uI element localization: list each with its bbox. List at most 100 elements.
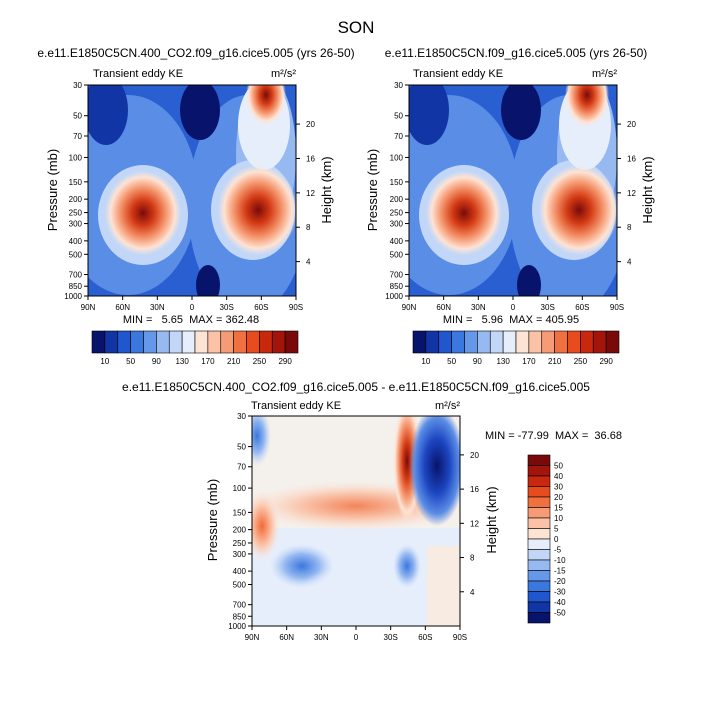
y-tick-label: 100	[69, 153, 83, 162]
panel-1: e.e11.E1850C5CN.400_CO2.f09_g16.cice5.00…	[37, 46, 354, 366]
x-tick-label: 60N	[436, 303, 451, 312]
contour-field	[88, 85, 296, 296]
x-tick-label: 30N	[314, 633, 329, 642]
colorbar-swatch	[527, 528, 551, 540]
panel-subtitle: Transient eddy KE	[93, 68, 183, 80]
colorbar-label: 290	[278, 357, 292, 366]
colorbar-label: 250	[253, 357, 267, 366]
y-tick-label: 700	[69, 271, 83, 280]
y2-axis-label: Height (km)	[484, 486, 499, 553]
colorbar-swatch	[528, 330, 543, 354]
colorbar-swatch	[489, 330, 504, 354]
colorbar-swatch	[233, 330, 247, 354]
y2-tick-label: 16	[470, 485, 479, 494]
colorbar-swatch	[117, 330, 131, 354]
y-tick-label: 30	[73, 81, 82, 90]
panel-subtitle: Transient eddy KE	[413, 68, 503, 80]
y-tick-label: 70	[73, 132, 82, 141]
panel-title: e.e11.E1850C5CN.f09_g16.cice5.005 (yrs 2…	[385, 46, 648, 60]
y2-tick-label: 4	[470, 588, 475, 597]
x-tick-label: 60S	[418, 633, 432, 642]
y2-tick-label: 8	[470, 554, 475, 563]
y-axis-label: Pressure (mb)	[45, 149, 60, 231]
y-tick-label: 850	[233, 612, 247, 621]
y2-tick-label: 4	[306, 258, 311, 267]
y2-tick-label: 12	[306, 189, 315, 198]
colorbar-swatch	[451, 330, 465, 354]
units-label: m²/s²	[435, 400, 460, 412]
colorbar-swatch	[527, 612, 551, 624]
colorbar-label: 170	[522, 357, 536, 366]
y-tick-label: 30	[237, 412, 246, 421]
y-tick-label: 30	[394, 81, 403, 90]
y2-tick-label: 12	[627, 189, 636, 198]
colorbar-label: 170	[201, 357, 215, 366]
colorbar-swatch	[220, 330, 234, 354]
contour-field	[409, 85, 617, 296]
colorbar-label: -5	[554, 546, 562, 555]
colorbar-swatch	[605, 330, 620, 354]
panel-2: e.e11.E1850C5CN.f09_g16.cice5.005 (yrs 2…	[365, 46, 655, 366]
colorbar-swatch	[259, 330, 273, 354]
y-tick-label: 150	[69, 178, 83, 187]
colorbar-swatch	[464, 330, 478, 354]
colorbar-swatch	[143, 330, 157, 354]
y-tick-label: 100	[390, 153, 404, 162]
y-tick-label: 850	[69, 282, 83, 291]
colorbar-label: 290	[599, 357, 613, 366]
y-tick-label: 1000	[64, 292, 82, 301]
colorbar-swatch	[438, 330, 452, 354]
colorbar-label: 250	[574, 357, 588, 366]
y-tick-label: 200	[390, 195, 404, 204]
colorbar-label: 5	[554, 525, 559, 534]
y-tick-label: 50	[73, 112, 82, 121]
x-tick-label: 90N	[81, 303, 96, 312]
colorbar-swatch	[477, 330, 491, 354]
y-tick-label: 1000	[228, 622, 246, 631]
min-max-stats: MIN = 5.65 MAX = 362.48	[123, 314, 259, 326]
y-tick-label: 700	[390, 271, 404, 280]
colorbar-swatch	[527, 454, 551, 466]
y-tick-label: 50	[394, 112, 403, 121]
colorbar-swatch	[541, 330, 555, 354]
colorbar-swatch	[412, 330, 427, 354]
colorbar-label: 130	[175, 357, 189, 366]
y-tick-label: 150	[233, 508, 247, 517]
colorbar-swatch	[156, 330, 170, 354]
panel-3: e.e11.E1850C5CN.400_CO2.f09_g16.cice5.00…	[122, 380, 622, 642]
colorbar-swatch	[527, 601, 551, 613]
colorbar-label: 10	[554, 514, 563, 523]
y-tick-label: 500	[390, 250, 404, 259]
colorbar-swatch	[527, 559, 551, 571]
x-tick-label: 60N	[115, 303, 130, 312]
x-tick-label: 30S	[220, 303, 234, 312]
colorbar-label: 50	[126, 357, 135, 366]
colorbar-swatch	[554, 330, 568, 354]
y2-tick-label: 8	[306, 223, 311, 232]
units-label: m²/s²	[592, 68, 617, 80]
y-tick-label: 1000	[385, 292, 403, 301]
y2-axis-label: Height (km)	[640, 156, 655, 223]
y-tick-label: 850	[390, 282, 404, 291]
colorbar-swatch	[104, 330, 119, 354]
colorbar-label: 130	[496, 357, 510, 366]
colorbar-swatch	[527, 496, 551, 508]
y-tick-label: 70	[394, 132, 403, 141]
panel-title: e.e11.E1850C5CN.400_CO2.f09_g16.cice5.00…	[122, 380, 590, 394]
colorbar-label: -40	[554, 598, 566, 607]
colorbar-swatch	[527, 465, 551, 477]
y-tick-label: 200	[233, 526, 247, 535]
x-tick-label: 60S	[254, 303, 268, 312]
colorbar-label: 10	[100, 357, 109, 366]
colorbar-swatch	[181, 330, 196, 354]
panel-subtitle: Transient eddy KE	[251, 400, 341, 412]
y-tick-label: 400	[390, 237, 404, 246]
min-max-stats: MIN = 5.96 MAX = 405.95	[443, 314, 579, 326]
colorbar-label: -50	[554, 609, 566, 618]
x-tick-label: 30N	[150, 303, 165, 312]
y2-tick-label: 16	[627, 154, 636, 163]
colorbar-label: -20	[554, 577, 566, 586]
x-tick-label: 60S	[575, 303, 589, 312]
